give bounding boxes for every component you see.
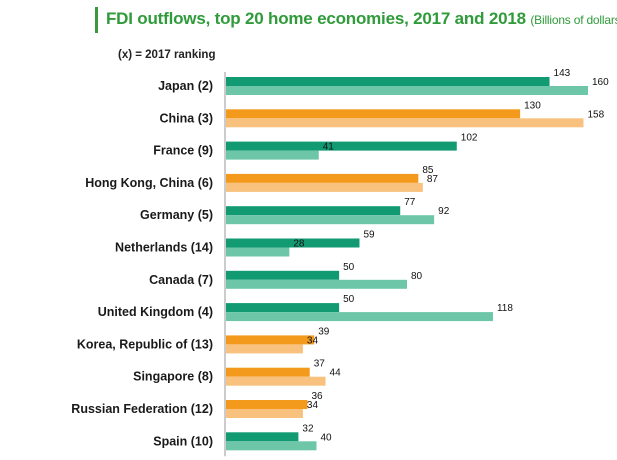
value-label-2018: 92 [438, 206, 450, 217]
bar-2017 [226, 270, 340, 280]
category-label: China (3) [160, 111, 213, 125]
bar-2017 [226, 432, 299, 442]
value-label-2018: 41 [323, 142, 335, 153]
category-label: Netherlands (14) [115, 241, 213, 255]
bar-2017 [226, 206, 401, 216]
category-label: Germany (5) [140, 208, 213, 222]
value-label-2017: 59 [363, 230, 375, 241]
value-label-2017: 50 [343, 262, 355, 273]
bar-2017 [226, 367, 310, 377]
bar-2018 [226, 409, 303, 418]
value-label-2018: 80 [411, 271, 423, 282]
bar-2018 [226, 150, 319, 160]
value-label-2018: 158 [587, 109, 604, 120]
category-label: Korea, Republic of (13) [77, 337, 213, 351]
bar-2017 [226, 109, 521, 119]
value-label-2018: 34 [307, 400, 319, 411]
category-label: Japan (2) [158, 79, 213, 93]
category-label: Spain (10) [153, 434, 213, 448]
value-label-2018: 118 [497, 303, 513, 314]
value-label-2017: 102 [461, 133, 478, 144]
value-label-2018: 40 [321, 432, 333, 443]
bar-2018 [226, 376, 326, 386]
bar-2018 [226, 344, 303, 354]
bar-2017 [226, 335, 315, 345]
ranking-note: (x) = 2017 ranking [118, 49, 216, 61]
bar-2018 [226, 86, 588, 95]
bar-2017 [226, 238, 360, 248]
bar-2018 [226, 279, 407, 289]
value-label-2018: 44 [330, 368, 342, 379]
bar-2017 [226, 400, 308, 409]
category-label: Singapore (8) [133, 370, 213, 384]
value-label-2018: 87 [427, 174, 439, 185]
value-label-2017: 36 [311, 391, 323, 402]
category-label: Russian Federation (12) [71, 402, 213, 416]
bar-2018 [226, 441, 317, 451]
value-label-2017: 130 [524, 100, 541, 111]
title-accent-bar [95, 7, 98, 33]
bar-2017 [226, 173, 419, 183]
bar-2017 [226, 303, 340, 313]
category-label: Canada (7) [149, 273, 213, 287]
value-label-2018: 160 [592, 77, 609, 88]
chart-title: FDI outflows, top 20 home economies, 201… [106, 9, 617, 29]
bar-2018 [226, 312, 493, 322]
bar-2017 [226, 77, 550, 86]
value-label-2017: 50 [343, 294, 355, 305]
bar-2018 [226, 215, 435, 225]
bar-2017 [226, 141, 457, 151]
bar-2018 [226, 182, 423, 192]
chart-subtitle: (Billions of dollars) [530, 13, 617, 27]
value-label-2017: 37 [314, 359, 326, 370]
category-label: France (9) [153, 144, 213, 158]
value-label-2017: 77 [404, 197, 416, 208]
value-label-2018: 28 [293, 239, 305, 250]
bar-2018 [226, 247, 290, 257]
value-label-2018: 34 [307, 335, 319, 346]
bar-2018 [226, 118, 584, 128]
value-label-2017: 143 [554, 68, 571, 79]
value-label-2017: 39 [318, 326, 330, 337]
category-label: Hong Kong, China (6) [85, 176, 213, 190]
value-label-2017: 32 [302, 423, 314, 434]
category-label: United Kingdom (4) [98, 305, 213, 319]
value-label-2017: 85 [422, 165, 434, 176]
chart-title-text: FDI outflows, top 20 home economies, 201… [106, 9, 526, 28]
